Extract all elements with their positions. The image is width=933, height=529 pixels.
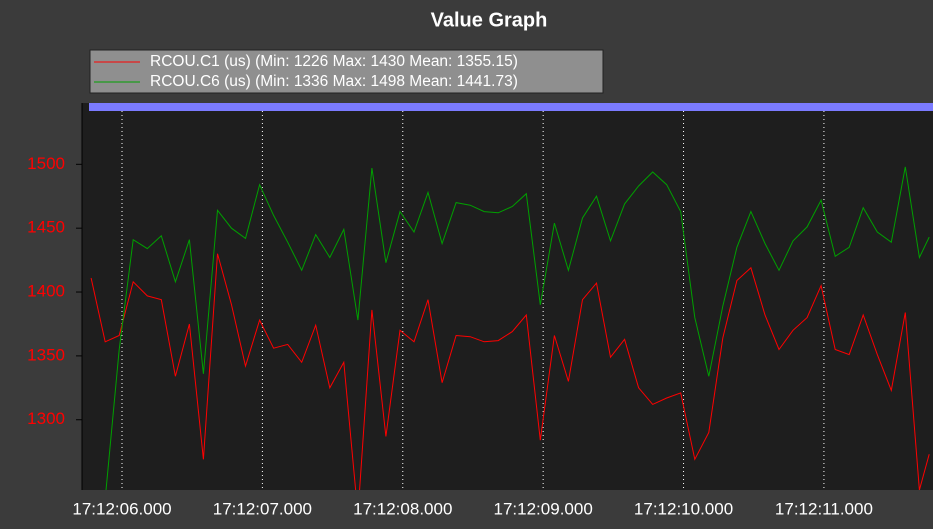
x-tick-label: 17:12:11.000 [775,499,873,518]
series-line [90,253,930,490]
x-tick-label: 17:12:10.000 [634,499,733,518]
legend [89,49,604,94]
plot-area [82,103,933,490]
lines [90,166,930,490]
legend-label: RCOU.C6 (us) (Min: 1336 Max: 1498 Mean: … [150,73,518,90]
x-tick-label: 17:12:09.000 [494,499,593,518]
y-tick-label: 1400 [27,282,65,301]
legend-entries: RCOU.C1 (us) (Min: 1226 Max: 1430 Mean: … [94,53,518,90]
y-tick-label: 1450 [27,218,65,237]
x-tick-label: 17:12:08.000 [353,499,452,518]
y-tick-label: 1500 [27,154,65,173]
y-tick-label: 1350 [27,345,65,364]
y-tick-label: 1300 [27,409,65,428]
grid [121,103,825,490]
chart-title: Value Graph [431,9,548,31]
series-line [105,166,930,490]
x-tick-label: 17:12:07.000 [213,499,312,518]
legend-label: RCOU.C1 (us) (Min: 1226 Max: 1430 Mean: … [150,53,518,70]
x-tick-label: 17:12:06.000 [72,499,171,518]
cursor-band [89,103,933,111]
